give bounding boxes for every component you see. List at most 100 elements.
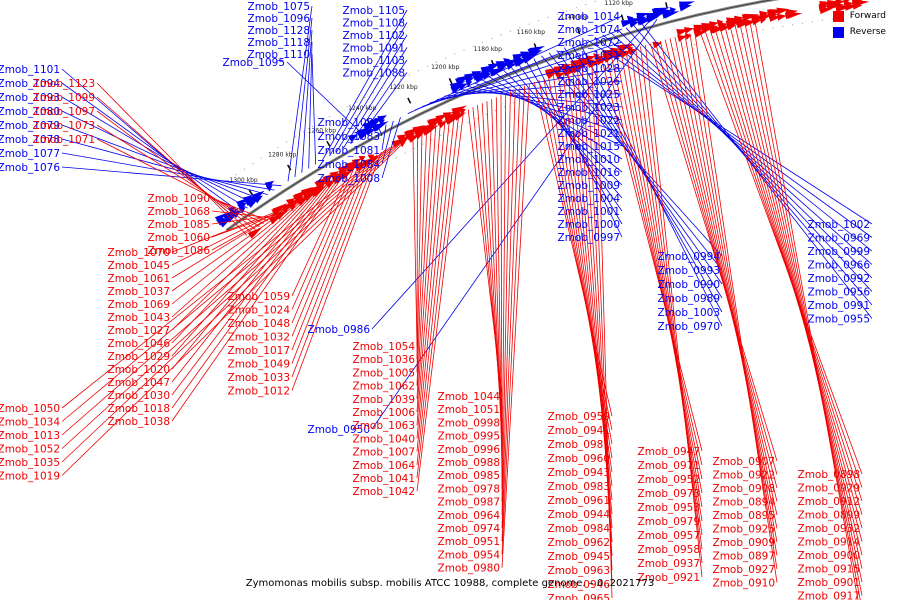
leader-line: [754, 19, 859, 600]
gene-label: Zmob_1054: [353, 341, 416, 353]
gene-label: Zmob_1036: [353, 354, 416, 366]
leader-line: [61, 124, 262, 200]
gene-arrow: [684, 27, 694, 34]
gene-label: Zmob_1103: [343, 55, 405, 67]
leader-line: [357, 72, 408, 141]
gene-arrow: [457, 83, 468, 91]
leader-line: [610, 55, 703, 480]
gene-label: Zmob_0980: [438, 563, 500, 575]
gene-label: Zmob_0996: [438, 444, 501, 456]
gene-label: Zmob_0947: [638, 446, 700, 458]
leader-line: [664, 39, 778, 502]
leader-line: [61, 152, 275, 191]
gene-arrow: [347, 134, 358, 142]
gene-label: Zmob_0908: [713, 483, 775, 495]
gene-label: Zmob_1031: [558, 50, 620, 62]
gene-label: Zmob_0987: [438, 497, 500, 509]
gene-label: Zmob_0897: [713, 551, 775, 563]
leader-line: [96, 124, 260, 227]
gene-labels: Zmob_1101Zmob_1094Zmob_1093Zmob_1080Zmob…: [0, 1, 870, 600]
gene-label: Zmob_1043: [108, 312, 170, 324]
gene-label: Zmob_0944: [548, 509, 611, 521]
gene-label: Zmob_1013: [0, 430, 60, 442]
gene-label: Zmob_0963: [548, 565, 610, 577]
leader-line: [381, 124, 387, 151]
leader-line: [308, 41, 313, 169]
leader-line: [739, 22, 863, 583]
leader-line: [171, 198, 303, 292]
gene-label: Zmob_0909: [713, 537, 775, 549]
gene-label: Zmob_1099: [33, 92, 95, 104]
leader-line: [654, 42, 778, 475]
leader-line: [679, 35, 778, 543]
leader-line: [171, 184, 324, 357]
gene-label: Zmob_0956: [808, 287, 871, 299]
leader-line: [563, 47, 723, 299]
leader-line: [416, 128, 427, 386]
gene-label: Zmob_0894: [713, 497, 776, 509]
gene-label: Zmob_1027: [108, 325, 170, 337]
leader-line: [322, 9, 408, 161]
leader-line: [601, 58, 703, 452]
gene-label: Zmob_1038: [108, 416, 170, 428]
gene-arrow: [451, 105, 468, 116]
scale-tick: [576, 28, 581, 35]
gene-label: Zmob_1077: [0, 148, 60, 160]
gene-label: Zmob_0932: [798, 523, 860, 535]
leader-line: [416, 119, 446, 439]
gene-label: Zmob_1072: [558, 37, 620, 49]
gene-arrow: [340, 170, 353, 180]
scale-tick: [407, 97, 412, 104]
leader-line: [171, 195, 307, 305]
gene-label: Zmob_1004: [558, 193, 621, 205]
scale-tick: [326, 140, 331, 147]
gene-arrow: [458, 108, 466, 115]
gene-label: Zmob_1024: [228, 305, 291, 317]
gene-label: Zmob_0989: [658, 293, 720, 305]
leader-line: [694, 32, 778, 583]
gene-label: Zmob_1046: [108, 338, 171, 350]
gene-label: Zmob_0988: [438, 457, 500, 469]
gene-label: Zmob_1019: [0, 471, 60, 483]
leader-line: [473, 82, 623, 134]
leader-line: [61, 149, 387, 409]
gene-label: Zmob_1068: [148, 206, 210, 218]
leader-line: [211, 197, 269, 222]
gene-label: Zmob_1123: [33, 78, 95, 90]
gene-label: Zmob_0957: [638, 530, 700, 542]
gene-label: Zmob_0970: [658, 321, 720, 333]
leader-line: [61, 82, 242, 214]
gene-label: Zmob_0999: [808, 246, 870, 258]
gene-label: Zmob_1030: [108, 390, 170, 402]
gene-label: Zmob_1041: [353, 473, 415, 485]
leader-line: [171, 203, 294, 266]
leader-line: [610, 32, 873, 265]
leader-line: [171, 190, 316, 331]
leader-line: [61, 140, 405, 463]
gene-label: Zmob_1021: [558, 128, 620, 140]
leader-line: [291, 169, 351, 297]
leader-line: [500, 95, 503, 489]
leader-line: [61, 142, 400, 449]
gene-arrow: [669, 7, 677, 14]
gene-label: Zmob_1003: [658, 307, 720, 319]
gene-label: Zmob_1052: [0, 444, 60, 456]
leader-line: [466, 85, 623, 121]
leader-line: [171, 206, 290, 253]
gene-label: Zmob_1028: [558, 63, 620, 75]
gene-label: Zmob_1050: [0, 403, 60, 415]
gene-label: Zmob_1035: [0, 457, 60, 469]
leader-line: [650, 43, 778, 462]
gene-label: Zmob_0981: [548, 439, 610, 451]
gene-label: Zmob_1029: [108, 351, 170, 363]
leader-line: [378, 128, 383, 137]
gene-arrow: [652, 41, 663, 49]
gene-label: Zmob_0950: [308, 424, 370, 436]
leader-line: [416, 124, 437, 413]
gene-label: Zmob_0960: [548, 453, 610, 465]
reverse-swatch: [832, 26, 844, 38]
leader-line: [416, 117, 450, 452]
gene-label: Zmob_0954: [438, 549, 501, 561]
gene-arrow: [585, 55, 596, 63]
